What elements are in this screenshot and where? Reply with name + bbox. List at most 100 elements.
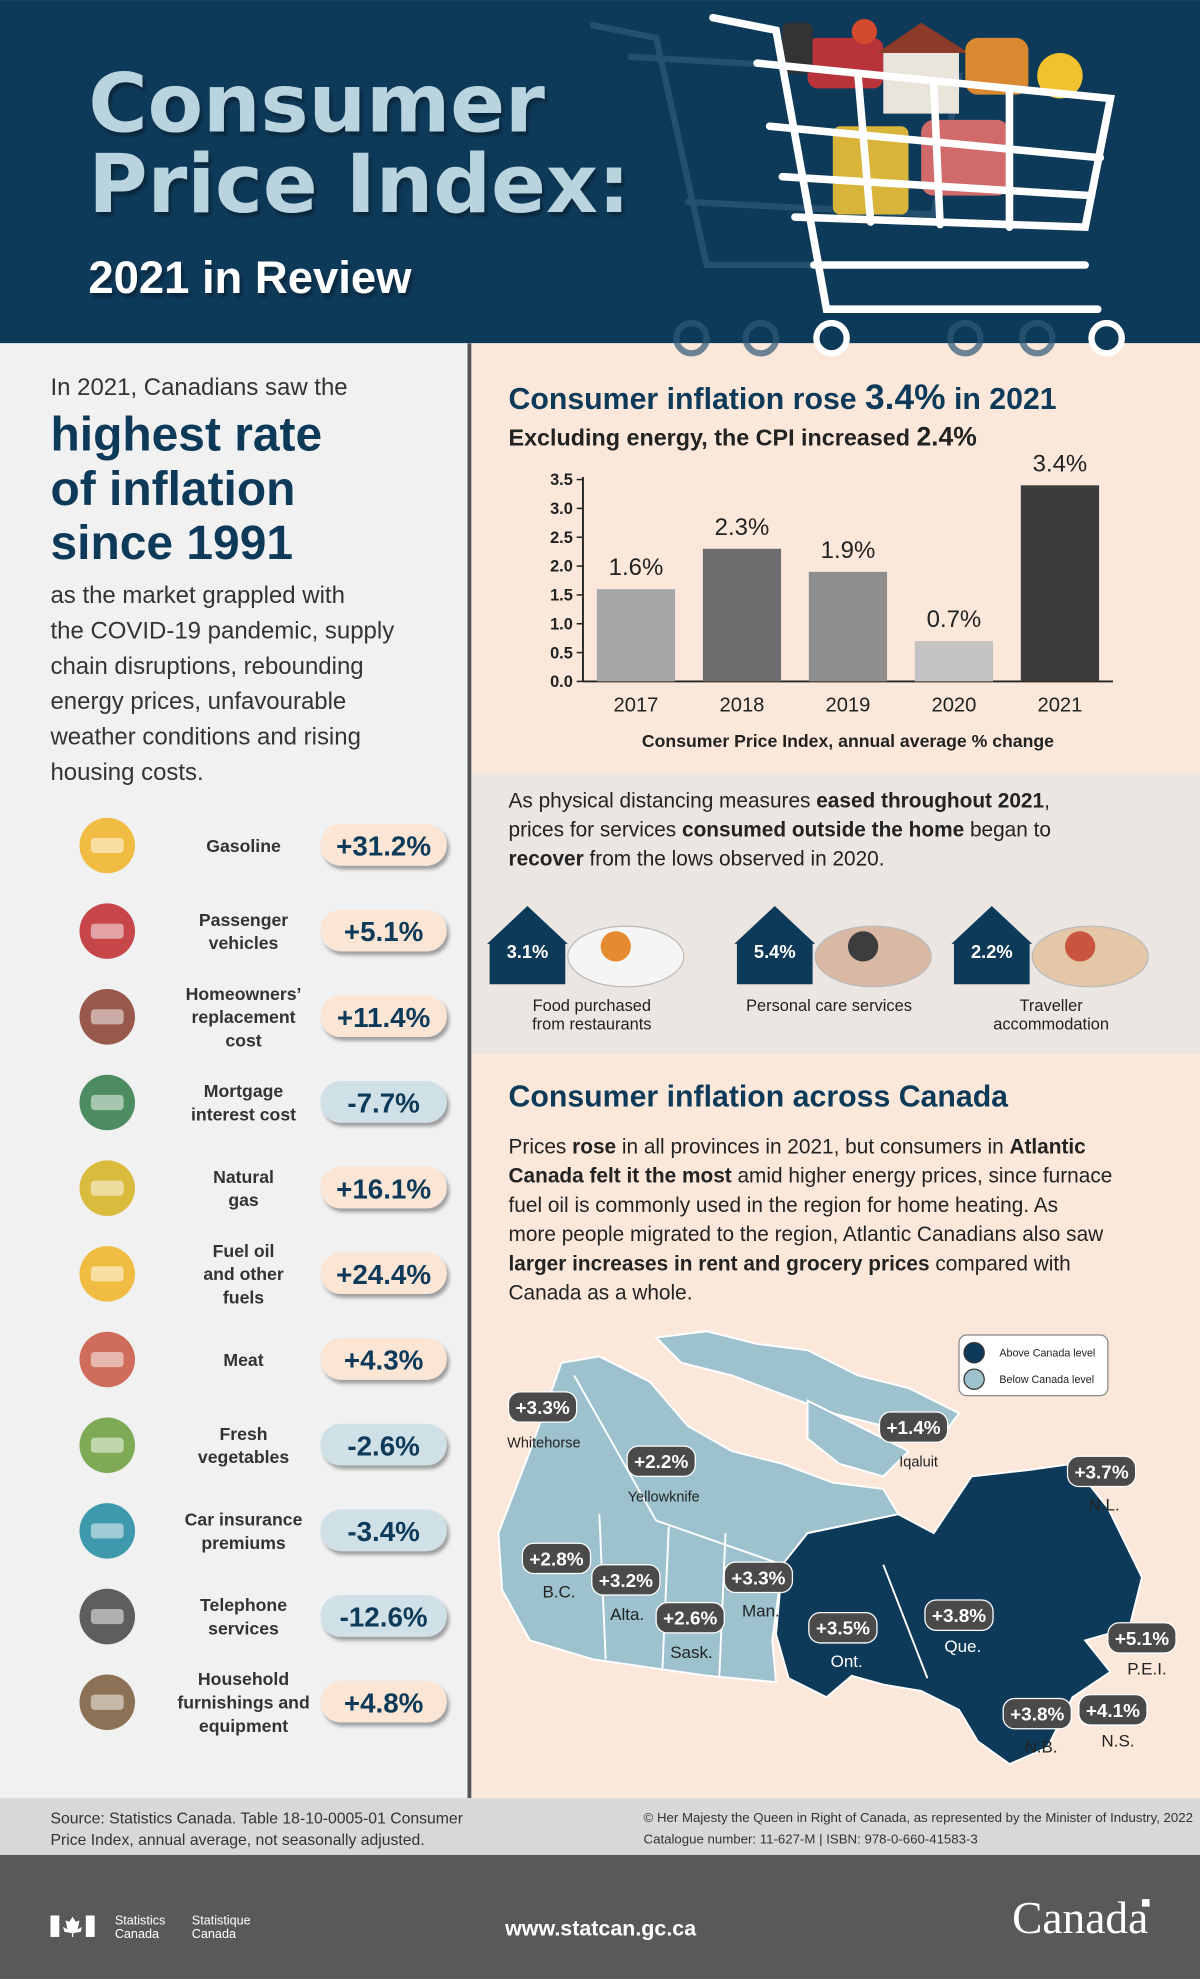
bold-segment: rose	[572, 1135, 616, 1158]
value-label: 1.9%	[821, 537, 876, 564]
title-line: Consumer	[88, 57, 545, 151]
region-name: N.S.	[1101, 1731, 1134, 1750]
item-value: -3.4%	[347, 1516, 419, 1547]
region-value: +4.1%	[1086, 1701, 1140, 1722]
text-segment: Prices	[509, 1135, 573, 1158]
text-segment: began to	[964, 819, 1051, 842]
text-segment: amid higher energy prices, since furnace	[732, 1165, 1113, 1188]
item-icon-detail	[90, 1608, 124, 1625]
intro-body: chain disruptions, rebounding	[50, 653, 363, 680]
y-tick-label: 1.0	[550, 615, 573, 633]
footer-url: www.statcan.gc.ca	[504, 1917, 697, 1941]
regions-layer: +3.3% Whitehorse +2.2% Yellowknife +1.4% Iqal…	[507, 1391, 1177, 1757]
item-pill	[320, 909, 447, 952]
subtitle: 2021 in Review	[88, 252, 412, 303]
region-value: +3.3%	[516, 1398, 570, 1419]
item-label: replacement	[192, 1007, 296, 1027]
value-label: 3.4%	[1033, 450, 1088, 477]
statcan-logo	[50, 1915, 95, 1937]
item	[79, 1588, 447, 1645]
intro-body: housing costs.	[50, 759, 203, 786]
intro-headline: of inflation	[50, 463, 295, 516]
x-tick-label: 2019	[826, 695, 871, 717]
item-value: +31.2%	[336, 831, 431, 862]
item-pill	[320, 1081, 447, 1123]
intro-headline: highest rate	[50, 409, 322, 462]
source-note: Price Index, annual average, not seasona…	[50, 1832, 424, 1849]
item-label: premiums	[201, 1533, 286, 1553]
item-icon-detail	[90, 1694, 124, 1710]
region-value: +3.2%	[599, 1571, 653, 1592]
item	[79, 1160, 447, 1216]
item-pill	[320, 1338, 447, 1380]
service-illustration	[1064, 931, 1096, 962]
service-label: Food purchased	[533, 997, 651, 1015]
item	[79, 1331, 447, 1388]
region-value: +1.4%	[886, 1418, 940, 1439]
services-intro: As physical distancing measures eased th…	[509, 790, 1050, 813]
item-icon-detail	[90, 1523, 124, 1539]
item-value: +4.8%	[344, 1687, 423, 1718]
legend-swatch	[963, 1368, 985, 1390]
region-name: Alta.	[610, 1605, 644, 1624]
item-label: Passenger	[199, 910, 288, 930]
brand-en: Canada	[115, 1927, 160, 1941]
item-value: -7.7%	[347, 1088, 419, 1119]
bar	[808, 571, 888, 682]
item	[79, 903, 447, 959]
intro-lead: In 2021, Canadians saw the	[50, 374, 347, 401]
region-pill	[626, 1445, 696, 1478]
item-label: Household	[198, 1669, 289, 1689]
region-value: +2.8%	[529, 1549, 583, 1570]
text-segment: in 2021	[946, 383, 1057, 416]
wordmark: Canada	[1012, 1893, 1148, 1943]
region-pill	[723, 1561, 794, 1594]
region-pill	[1107, 1622, 1177, 1654]
region-name: Yellowknife	[628, 1490, 700, 1506]
y-tick-label: 3.5	[550, 471, 573, 489]
service-label: from restaurants	[532, 1016, 651, 1034]
service-value: 5.4%	[754, 941, 796, 962]
item-value: +5.1%	[344, 916, 423, 947]
item-label: Fresh	[219, 1424, 267, 1444]
region-value: +3.5%	[816, 1619, 870, 1640]
map-body: Canada as a whole.	[509, 1282, 693, 1305]
bold-segment: larger increases in rent and grocery pri…	[509, 1252, 930, 1275]
region-pill	[591, 1564, 661, 1596]
region-pill	[878, 1411, 949, 1443]
item-value: +16.1%	[336, 1173, 431, 1204]
item	[79, 1074, 447, 1131]
item	[79, 1674, 447, 1731]
brand-fr: Statistique	[192, 1913, 251, 1927]
item-label: gas	[228, 1190, 259, 1210]
source-bg	[0, 1798, 1200, 1855]
brand-fr: Canada	[192, 1927, 237, 1941]
service-arrow	[734, 906, 816, 985]
legend-label: Above Canada level	[999, 1348, 1095, 1360]
bold-segment: 2.4%	[916, 421, 976, 451]
region-value: +3.7%	[1075, 1462, 1129, 1483]
intro-body: energy prices, unfavourable	[50, 688, 346, 715]
item-label: fuels	[223, 1288, 264, 1308]
item-icon-detail	[90, 837, 124, 854]
region-name: Sask.	[670, 1643, 713, 1662]
x-axis-label: Consumer Price Index, annual average % c…	[642, 731, 1054, 751]
item-icon-detail	[90, 1094, 124, 1111]
map-body: fuel oil is commonly used in the region …	[509, 1194, 1059, 1217]
service-value: 2.2%	[971, 941, 1013, 962]
bold-segment: Canada felt it the most	[509, 1165, 732, 1188]
item-label: services	[208, 1619, 279, 1639]
item-icon-detail	[90, 1180, 124, 1196]
y-tick-label: 0.5	[550, 644, 573, 662]
item-label: interest cost	[191, 1104, 296, 1124]
item	[79, 1417, 447, 1473]
bar	[914, 641, 994, 682]
region-name: B.C.	[542, 1583, 575, 1602]
service-arrow	[951, 906, 1033, 985]
y-tick-label: 3.0	[550, 500, 573, 518]
map-body: Canada felt it the most amid higher ener…	[509, 1165, 1113, 1188]
source-note: Source: Statistics Canada. Table 18-10-0…	[50, 1810, 462, 1827]
y-tick-label: 1.5	[550, 587, 573, 605]
y-tick-label: 0.0	[550, 673, 573, 691]
